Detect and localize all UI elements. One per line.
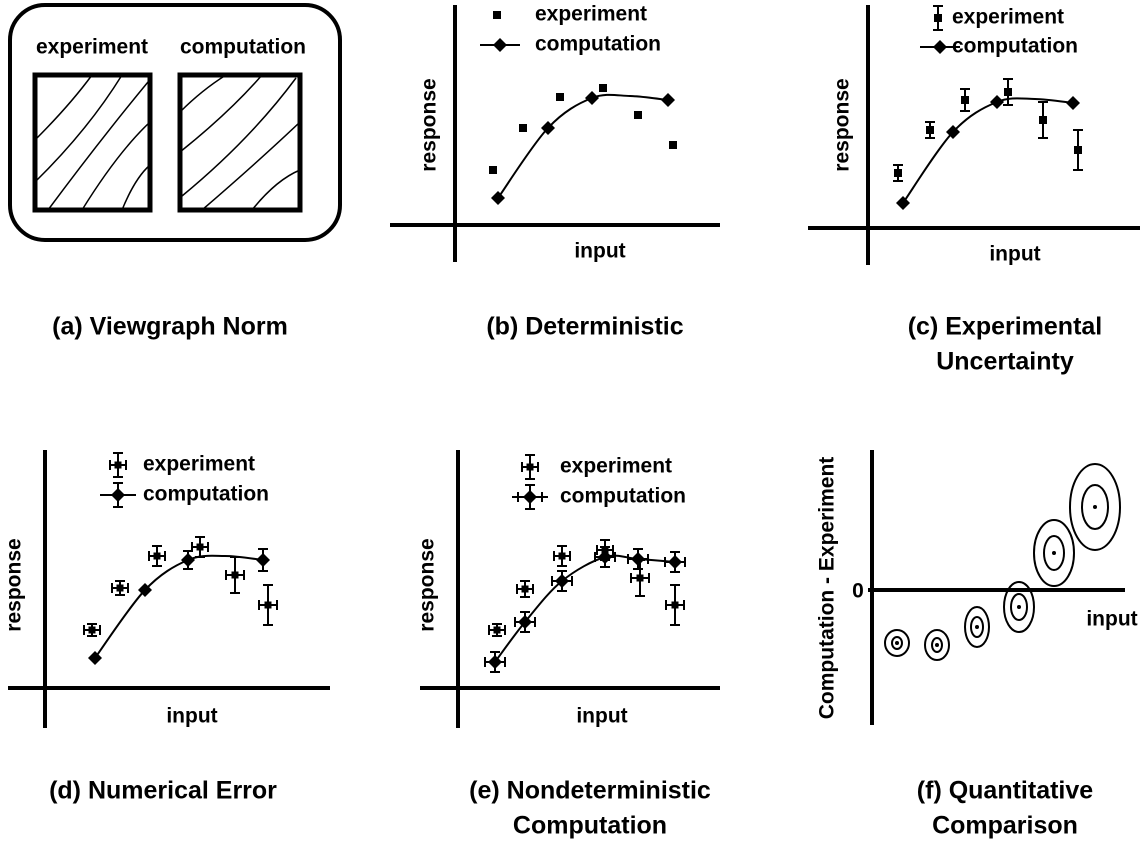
y-axis-label: response <box>416 538 439 631</box>
computation-point <box>668 555 682 569</box>
experiment-point <box>494 627 501 634</box>
contour <box>48 82 148 210</box>
computation-point <box>491 191 505 205</box>
x-axis-label: input <box>574 240 625 263</box>
caption: Uncertainty <box>936 348 1074 376</box>
experiment-point <box>115 462 122 469</box>
legend-label: computation <box>952 35 1078 58</box>
experiment-point <box>961 96 969 104</box>
label: computation <box>180 36 306 59</box>
legend-label: computation <box>535 33 661 56</box>
contour <box>180 75 262 152</box>
legend-label: experiment <box>535 3 647 26</box>
computation-point <box>88 651 102 665</box>
label: experiment <box>36 36 148 59</box>
computation-point <box>111 488 125 502</box>
experiment-point <box>637 575 644 582</box>
caption: (a) Viewgraph Norm <box>52 313 288 341</box>
caption: Computation <box>513 812 667 840</box>
experiment-point <box>154 553 161 560</box>
experiment-point <box>527 464 534 471</box>
x-axis-label: input <box>989 243 1040 266</box>
contour <box>252 170 300 210</box>
y-axis-label: response <box>418 78 441 171</box>
experiment-point <box>672 602 679 609</box>
legend-label: computation <box>143 483 269 506</box>
caption: (d) Numerical Error <box>49 777 277 805</box>
computation-point <box>598 550 612 564</box>
legend-label: experiment <box>560 455 672 478</box>
legend-label: experiment <box>952 6 1064 29</box>
computation-point <box>1066 96 1080 110</box>
difference-point <box>1017 605 1021 609</box>
experiment-point <box>1039 116 1047 124</box>
computation-curve <box>498 95 668 198</box>
experiment-point <box>197 544 204 551</box>
computation-point <box>933 40 947 54</box>
computation-point <box>523 490 537 504</box>
computation-point <box>661 93 675 107</box>
difference-point <box>935 643 939 647</box>
experiment-point <box>1004 88 1012 96</box>
experiment-point <box>489 166 497 174</box>
contour <box>122 165 150 210</box>
difference-point <box>1093 505 1097 509</box>
computation-curve <box>903 98 1073 203</box>
experiment-point <box>556 93 564 101</box>
experiment-point <box>634 111 642 119</box>
experiment-point <box>493 11 501 19</box>
zero-label: 0 <box>852 580 864 603</box>
y-axis-label: response <box>831 78 854 171</box>
x-axis-label: input <box>1086 608 1137 631</box>
computation-point <box>631 552 645 566</box>
experiment-point <box>894 169 902 177</box>
caption: (b) Deterministic <box>486 313 683 341</box>
contour <box>35 75 92 140</box>
experiment-point <box>519 124 527 132</box>
experiment-point <box>117 585 124 592</box>
experiment-point <box>926 126 934 134</box>
y-axis-label: response <box>3 538 26 631</box>
caption: (f) Quantitative <box>917 777 1093 805</box>
computation-point <box>181 553 195 567</box>
contour <box>180 75 226 112</box>
y-axis-label: Computation - Experiment <box>816 457 839 720</box>
computation-point <box>493 38 507 52</box>
computation-curve <box>495 556 675 662</box>
legend-label: experiment <box>143 453 255 476</box>
computation-point <box>488 655 502 669</box>
difference-point <box>1052 551 1056 555</box>
computation-point <box>990 95 1004 109</box>
caption: (c) Experimental <box>908 313 1103 341</box>
contour <box>35 75 122 182</box>
experiment-point <box>559 553 566 560</box>
field-box <box>35 75 150 210</box>
x-axis-label: input <box>576 705 627 728</box>
experiment-point <box>1074 146 1082 154</box>
x-axis-label: input <box>166 705 217 728</box>
caption: (e) Nondeterministic <box>469 777 711 805</box>
contour <box>82 122 150 210</box>
computation-curve <box>95 556 263 658</box>
legend-label: computation <box>560 485 686 508</box>
caption: Comparison <box>932 812 1078 840</box>
experiment-point <box>265 602 272 609</box>
experiment-point <box>522 586 529 593</box>
difference-point <box>975 625 979 629</box>
computation-point <box>585 91 599 105</box>
experiment-point <box>934 14 942 22</box>
figure: experiment computation (a) Viewgraph Nor… <box>0 0 1148 850</box>
difference-point <box>895 641 899 645</box>
experiment-point <box>669 141 677 149</box>
experiment-point <box>599 84 607 92</box>
computation-point <box>896 196 910 210</box>
computation-point <box>256 553 270 567</box>
experiment-point <box>89 627 96 634</box>
experiment-point <box>232 572 239 579</box>
